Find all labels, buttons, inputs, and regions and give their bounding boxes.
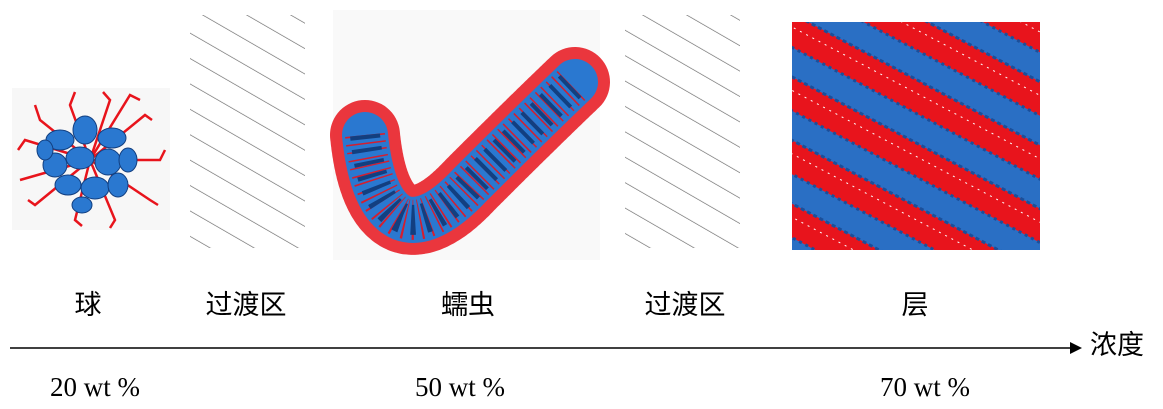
axis-label: 浓度 [1090, 330, 1144, 360]
worm-micelle [333, 10, 600, 260]
concentration-label: 20 wt % [50, 372, 140, 402]
axis-arrowhead [1070, 342, 1082, 354]
transition-hatch [190, 15, 305, 248]
stage-label: 球 [75, 290, 102, 320]
stage-label: 过渡区 [645, 290, 726, 320]
transition-hatch [625, 15, 740, 248]
concentration-label: 70 wt % [880, 372, 970, 402]
stage-label: 过渡区 [206, 290, 287, 320]
lamellar-phase [792, 22, 1040, 250]
concentration-label: 50 wt % [415, 372, 505, 402]
stage-label: 蠕虫 [441, 290, 495, 320]
sphere-micelle [12, 88, 170, 230]
stage-label: 层 [902, 290, 929, 320]
diagram: 球 过渡区 蠕虫 过渡区 层 浓度 20 wt % 50 wt % 70 wt … [0, 0, 1163, 409]
